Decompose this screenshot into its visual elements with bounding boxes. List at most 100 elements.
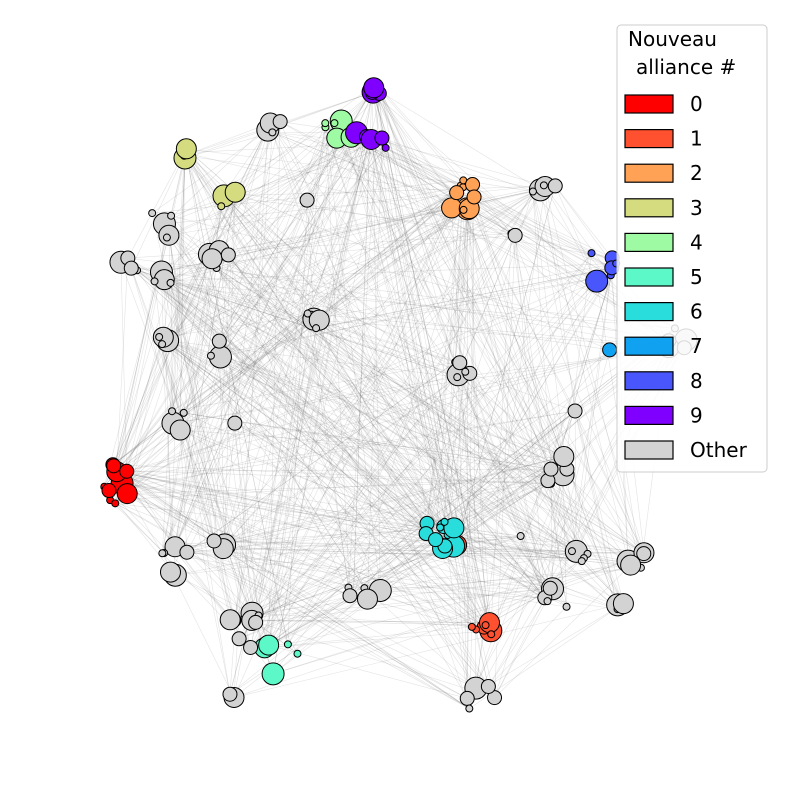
edge (540, 189, 629, 562)
edge (161, 132, 357, 345)
edge (306, 200, 446, 547)
edge (136, 269, 564, 457)
edge (447, 534, 584, 559)
edge (443, 526, 577, 552)
edge (466, 196, 475, 699)
edge (532, 191, 577, 552)
legend-title: Nouveau (628, 27, 717, 51)
edge (175, 574, 253, 614)
edge (116, 471, 225, 546)
edge (272, 132, 541, 191)
edge (219, 185, 461, 342)
edge (104, 121, 281, 487)
edge (186, 551, 468, 699)
node (166, 278, 175, 287)
edge (170, 282, 552, 484)
node (602, 342, 618, 358)
legend: Nouveau alliance # 0 1 2 3 4 5 6 7 8 9 Other (616, 24, 768, 473)
edge (520, 535, 546, 598)
node (567, 403, 583, 419)
edge (186, 361, 456, 553)
edge (121, 483, 470, 709)
edge (151, 129, 268, 214)
edge (511, 233, 565, 457)
edge (350, 136, 512, 234)
edge (127, 257, 269, 646)
edge (381, 91, 458, 378)
edge (233, 138, 338, 621)
edge (170, 282, 436, 540)
node (321, 119, 330, 128)
edge (380, 567, 641, 591)
edge (161, 338, 427, 534)
edge (381, 137, 464, 181)
edge (116, 337, 164, 472)
edge (172, 423, 298, 654)
edge (224, 480, 548, 546)
edge (439, 410, 576, 528)
edge (287, 560, 629, 645)
node (441, 197, 463, 219)
edge (238, 545, 446, 640)
edge (183, 136, 367, 413)
node (467, 622, 476, 631)
node (227, 415, 243, 431)
edge (255, 314, 312, 623)
edge (179, 195, 225, 431)
node (553, 446, 575, 468)
edge (313, 191, 534, 320)
edge (234, 619, 486, 626)
edge (457, 374, 492, 635)
node (539, 181, 548, 190)
edge (163, 337, 489, 687)
edge (158, 336, 240, 639)
edge (213, 185, 545, 542)
edge (209, 132, 357, 255)
edge (574, 410, 624, 604)
edge (494, 468, 568, 698)
edge (367, 138, 383, 600)
edge (130, 268, 235, 621)
edge (443, 483, 552, 527)
edge (122, 483, 457, 546)
edge (224, 233, 512, 546)
edge (214, 540, 454, 547)
edge (307, 313, 457, 546)
edge (167, 340, 585, 559)
edge (127, 233, 512, 259)
edge (108, 274, 611, 491)
legend-label: 5 (690, 265, 703, 289)
edge (126, 470, 445, 523)
node (220, 247, 236, 263)
edge (250, 533, 427, 648)
edge (184, 132, 273, 159)
edge (172, 422, 564, 476)
edge (269, 122, 457, 546)
edge (336, 137, 565, 459)
edge (268, 534, 448, 646)
edge (164, 279, 365, 589)
edge (268, 349, 610, 646)
edge (465, 371, 576, 412)
node (101, 483, 117, 499)
edge (109, 313, 308, 501)
edge (161, 344, 231, 695)
edge (164, 223, 486, 626)
edge (161, 338, 582, 562)
edge (532, 191, 552, 470)
legend-swatch (624, 302, 674, 322)
nodes (100, 77, 698, 713)
edge (170, 215, 351, 596)
legend-label: 3 (690, 196, 703, 220)
edge (255, 587, 551, 623)
edge (349, 257, 613, 596)
edge (185, 152, 549, 481)
edge (163, 279, 172, 545)
node (179, 544, 195, 560)
edge (171, 361, 456, 412)
edge (116, 471, 548, 602)
edge (373, 87, 464, 211)
edge (186, 148, 553, 589)
edge (179, 155, 185, 431)
edge (109, 499, 165, 554)
